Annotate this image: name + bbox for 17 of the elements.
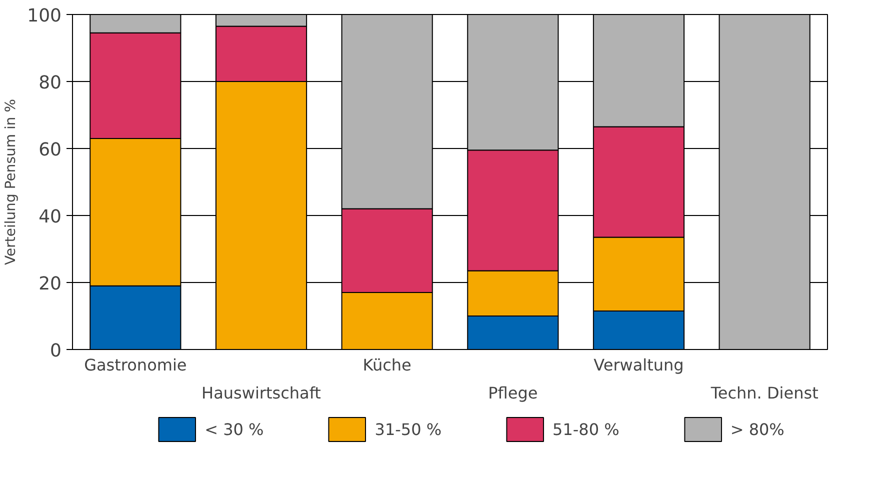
x-tick-label: Hauswirtschaft [202,384,321,402]
x-tick-label: Verwaltung [594,356,684,374]
legend-label: 51-80 % [552,420,620,438]
y-tick-label: 20 [38,274,62,294]
y-tick-label: 80 [38,72,62,94]
x-tick-label: Techn. Dienst [710,384,818,402]
x-tick-label: Gastronomie [84,356,187,374]
x-tick-label: Pflege [488,384,538,402]
x-tick-label: Küche [362,356,412,374]
legend-label: 31-50 % [374,420,442,438]
y-tick-label: 0 [50,340,62,362]
legend-label: > 80% [730,420,784,438]
y-tick-label: 40 [38,206,62,228]
y-tick-label: 100 [27,6,62,26]
legend-label: < 30 % [204,420,264,438]
y-axis-title: Verteilung Pensum in % [3,98,20,266]
y-tick-label: 60 [38,140,62,160]
